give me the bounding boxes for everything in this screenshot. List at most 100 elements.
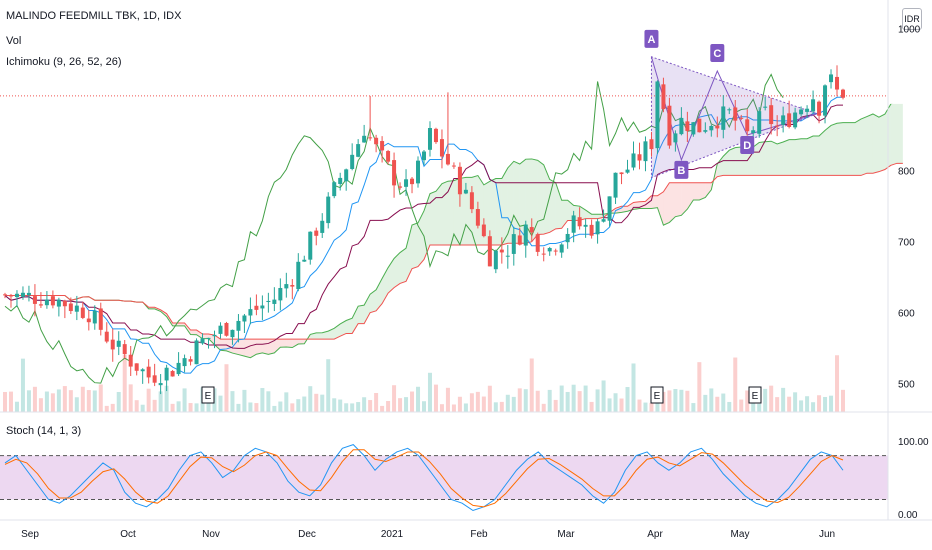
volume-bar: [272, 405, 277, 412]
volume-bar: [230, 391, 235, 412]
volume-bar: [110, 403, 115, 412]
candle-body: [266, 300, 271, 303]
candle-body: [278, 287, 283, 301]
cloud-segment: [843, 122, 849, 176]
candle-body: [541, 253, 546, 255]
volume-bar: [122, 354, 127, 412]
volume-bar: [439, 404, 444, 412]
candle-body: [32, 296, 37, 304]
cloud-segment: [777, 142, 784, 176]
price-tick-label: 500: [898, 380, 915, 391]
volume-bar: [398, 398, 403, 412]
candle-body: [182, 358, 187, 367]
candle-body: [823, 85, 828, 116]
volume-bar: [410, 391, 415, 412]
cloud-segment: [705, 182, 712, 198]
candle-body: [416, 160, 421, 184]
candle-body: [3, 294, 7, 296]
cloud-segment: [549, 179, 556, 233]
volume-bar: [553, 399, 558, 412]
currency-badge[interactable]: IDR: [902, 8, 922, 30]
candle-body: [607, 196, 612, 221]
volume-bar: [793, 392, 798, 412]
stoch-tick-label: 100.00: [898, 437, 929, 448]
volume-bar: [236, 403, 241, 412]
volume-bar: [404, 397, 409, 412]
candle-body: [493, 250, 498, 270]
cloud-segment: [675, 182, 682, 217]
volume-bar: [535, 390, 540, 412]
volume-bar: [709, 388, 714, 412]
volume-bar: [625, 387, 630, 412]
candle-body: [128, 354, 133, 367]
volume-bar: [422, 401, 426, 412]
cloud-segment: [531, 158, 538, 242]
cloud-segment: [298, 339, 305, 345]
volume-bar: [679, 389, 684, 412]
candle-body: [38, 304, 43, 306]
cloud-segment: [657, 191, 664, 226]
candle-body: [625, 169, 630, 173]
stoch-d-line: [4, 449, 844, 508]
candle-body: [176, 362, 181, 375]
volume-bar: [655, 399, 660, 412]
earnings-marker: [650, 386, 664, 404]
volume-bar: [98, 384, 103, 412]
volume-bar: [619, 398, 624, 412]
volume-bar: [667, 390, 672, 412]
candle-body: [595, 221, 600, 235]
volume-bar: [427, 372, 432, 412]
candle-body: [152, 375, 157, 383]
candle-body: [463, 189, 468, 194]
candle-body: [302, 259, 307, 262]
candle-body: [104, 331, 109, 342]
volume-legend[interactable]: Vol: [6, 35, 22, 47]
candle-body: [188, 359, 193, 362]
volume-bar: [326, 359, 331, 412]
volume-bar: [344, 403, 349, 412]
candle-body: [332, 182, 337, 197]
cloud-segment: [196, 330, 203, 339]
volume-bar: [613, 393, 618, 412]
candle-body: [86, 318, 91, 323]
cloud-segment: [813, 136, 820, 176]
candle-body: [685, 121, 690, 131]
candle-body: [667, 105, 672, 146]
ichimoku-legend[interactable]: Ichimoku (9, 26, 52, 26): [6, 56, 122, 68]
candle-body: [691, 122, 696, 135]
earnings-marker: [748, 386, 762, 404]
volume-bar: [92, 390, 97, 412]
volume-bar: [649, 402, 654, 412]
cloud-segment: [376, 278, 383, 311]
candle-body: [146, 366, 151, 378]
candle-body: [56, 299, 61, 307]
candle-body: [236, 320, 241, 331]
candle-body: [733, 107, 738, 121]
stoch-legend[interactable]: Stoch (14, 1, 3): [6, 425, 82, 437]
cloud-segment: [866, 113, 873, 174]
volume-bar: [739, 399, 744, 412]
candle-body: [445, 153, 450, 165]
volume-bar: [631, 363, 636, 412]
cloud-segment: [831, 123, 838, 176]
cloud-segment: [543, 164, 550, 235]
candle-body: [134, 363, 139, 371]
candle-body: [338, 177, 343, 184]
cloud-segment: [256, 339, 263, 355]
cloud-segment: [232, 339, 239, 355]
cloud-segment: [860, 116, 867, 176]
cloud-segment: [465, 177, 472, 245]
volume-bars: [3, 354, 845, 412]
candle-body: [254, 305, 259, 310]
volume-bar: [463, 403, 468, 412]
candle-body: [218, 325, 223, 334]
candle-body: [380, 141, 385, 151]
candle-body: [212, 334, 217, 337]
volume-bar: [254, 403, 259, 412]
volume-bar: [320, 394, 325, 412]
candle-body: [44, 299, 49, 306]
candle-body: [787, 113, 792, 127]
stochastic-pane: 100.00 0.00: [0, 437, 929, 521]
volume-bar: [74, 397, 79, 412]
